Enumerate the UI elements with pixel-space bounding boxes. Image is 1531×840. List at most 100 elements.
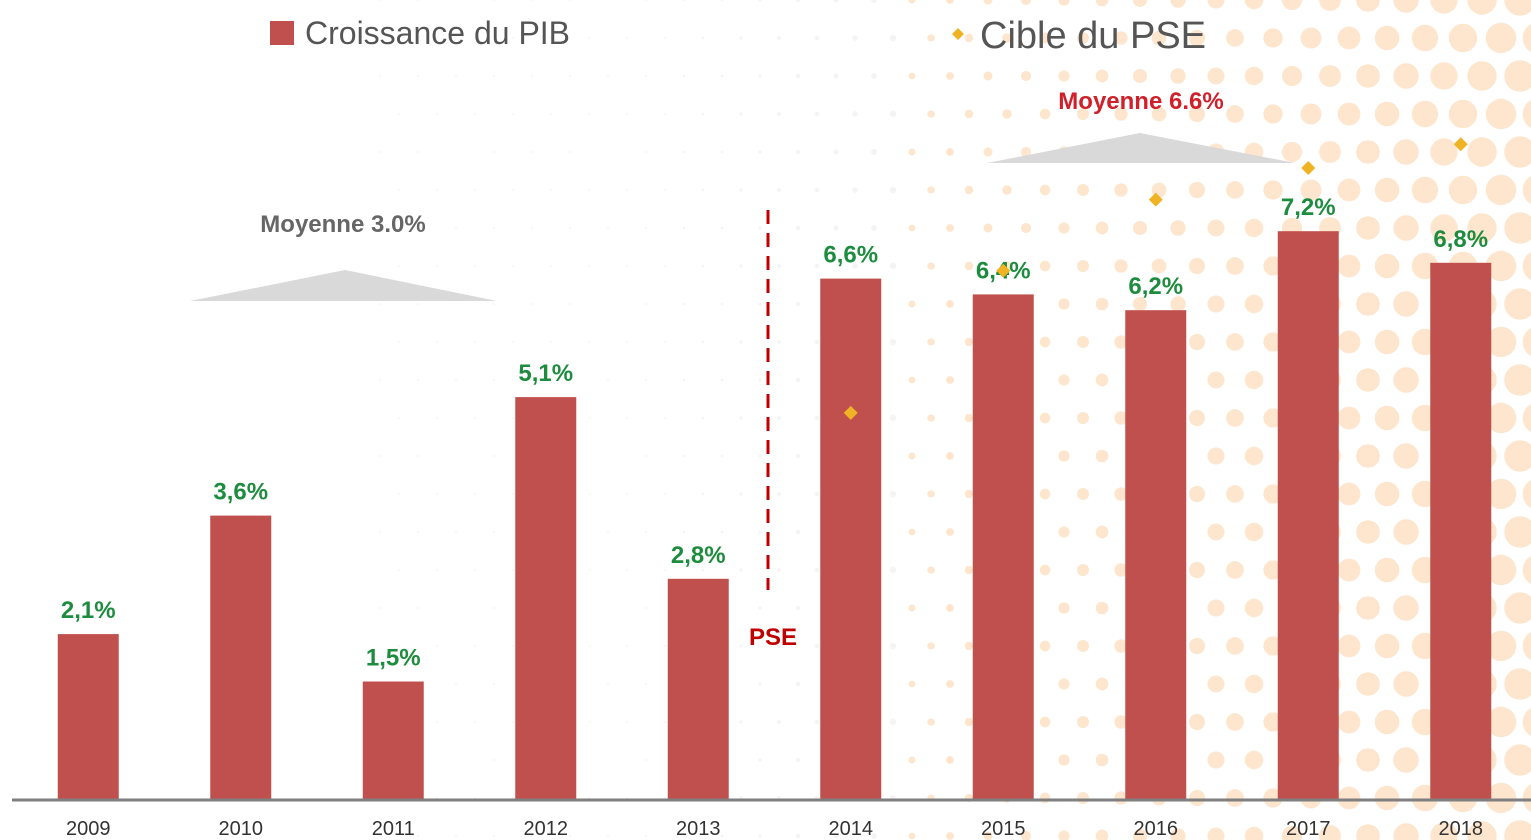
bg-dot xyxy=(758,454,761,457)
bg-dot xyxy=(890,415,896,421)
bg-dot xyxy=(493,303,495,305)
bg-dot xyxy=(946,680,954,688)
bg-dot xyxy=(512,265,514,267)
bg-dot xyxy=(607,0,609,1)
bg-dot xyxy=(909,149,916,156)
bg-dot xyxy=(965,338,973,346)
bg-dot xyxy=(417,303,419,305)
bg-dot xyxy=(890,567,896,573)
bg-dot xyxy=(796,758,800,762)
bg-dot xyxy=(1152,259,1167,274)
bg-dot xyxy=(626,493,628,495)
bg-dot xyxy=(890,187,896,193)
bg-dot xyxy=(398,265,400,267)
bg-dot xyxy=(588,569,590,571)
bg-dot xyxy=(512,417,514,419)
bg-dot xyxy=(512,721,514,723)
bg-dot xyxy=(1393,443,1418,468)
bg-dot xyxy=(664,341,666,343)
bg-dot xyxy=(1040,109,1051,120)
bg-dot xyxy=(1356,216,1380,240)
bg-dot xyxy=(1412,177,1438,203)
bg-dot xyxy=(607,531,609,533)
bg-dot xyxy=(607,151,609,153)
bg-dot xyxy=(1226,333,1244,351)
bg-dot xyxy=(512,645,514,647)
bg-dot xyxy=(1338,407,1361,430)
bg-dot xyxy=(1114,259,1127,272)
bar xyxy=(210,516,271,800)
bg-dot xyxy=(1338,483,1361,506)
bg-dot xyxy=(1058,754,1069,765)
bg-dot xyxy=(588,645,590,647)
bg-dot xyxy=(1058,526,1069,537)
bg-dot xyxy=(927,566,934,573)
bg-dot xyxy=(1467,0,1496,15)
bg-dot xyxy=(379,0,381,1)
bg-dot xyxy=(1356,596,1380,620)
bg-dot xyxy=(946,756,954,764)
bg-dot xyxy=(965,110,973,118)
bg-dot xyxy=(1208,524,1225,541)
bg-dot xyxy=(474,645,476,647)
bg-dot xyxy=(417,607,419,609)
bg-dot xyxy=(398,493,400,495)
bg-dot xyxy=(871,73,877,79)
bg-dot xyxy=(871,0,877,3)
bg-dot xyxy=(588,189,590,191)
bg-dot xyxy=(1245,447,1263,465)
bg-dot xyxy=(1245,0,1263,9)
bg-dot xyxy=(965,34,973,42)
bg-dot xyxy=(1096,0,1109,6)
bg-dot xyxy=(1077,640,1089,652)
bg-dot xyxy=(474,189,476,191)
bg-dot xyxy=(1040,185,1051,196)
bg-dot xyxy=(1375,558,1400,583)
target-marker xyxy=(1301,161,1315,175)
bg-dot xyxy=(531,75,533,77)
bg-dot xyxy=(1077,564,1089,576)
bg-dot xyxy=(683,531,685,533)
bg-dot xyxy=(1504,364,1531,395)
bg-dot xyxy=(1058,374,1069,385)
bg-dot xyxy=(1245,67,1263,85)
bg-dot xyxy=(1504,516,1531,547)
bg-dot xyxy=(777,720,781,724)
bg-dot xyxy=(1356,0,1380,12)
bg-dot xyxy=(1375,482,1400,507)
bg-dot xyxy=(1263,180,1282,199)
data-label: 1,5% xyxy=(366,645,421,672)
bg-dot xyxy=(1356,140,1380,164)
bg-dot xyxy=(1356,748,1380,772)
bg-dot xyxy=(758,530,761,533)
data-label: 6,8% xyxy=(1433,226,1488,253)
bg-dot xyxy=(1077,260,1089,272)
bg-dot xyxy=(588,417,590,419)
bg-dot xyxy=(417,151,419,153)
bg-dot xyxy=(1245,371,1263,389)
bg-dot xyxy=(1338,711,1361,734)
bg-dot xyxy=(965,718,973,726)
bg-dot xyxy=(1096,830,1109,840)
bg-dot xyxy=(1058,450,1069,461)
bg-dot xyxy=(588,721,590,723)
bg-dot xyxy=(417,531,419,533)
bg-dot xyxy=(796,682,800,686)
bg-dot xyxy=(683,379,685,381)
bg-dot xyxy=(493,759,495,761)
bg-dot xyxy=(815,568,820,573)
bg-dot xyxy=(1504,136,1531,167)
bg-dot xyxy=(739,112,742,115)
bg-dot xyxy=(531,227,533,229)
bg-dot xyxy=(796,226,800,230)
bg-dot xyxy=(1226,637,1244,655)
bg-dot xyxy=(1208,828,1225,840)
bg-dot xyxy=(815,36,820,41)
bg-dot xyxy=(1412,101,1438,127)
bg-dot xyxy=(588,341,590,343)
bg-dot xyxy=(379,531,381,533)
bg-dot xyxy=(493,75,495,77)
bg-dot xyxy=(739,720,742,723)
bg-dot xyxy=(927,718,934,725)
bg-dot xyxy=(815,720,820,725)
